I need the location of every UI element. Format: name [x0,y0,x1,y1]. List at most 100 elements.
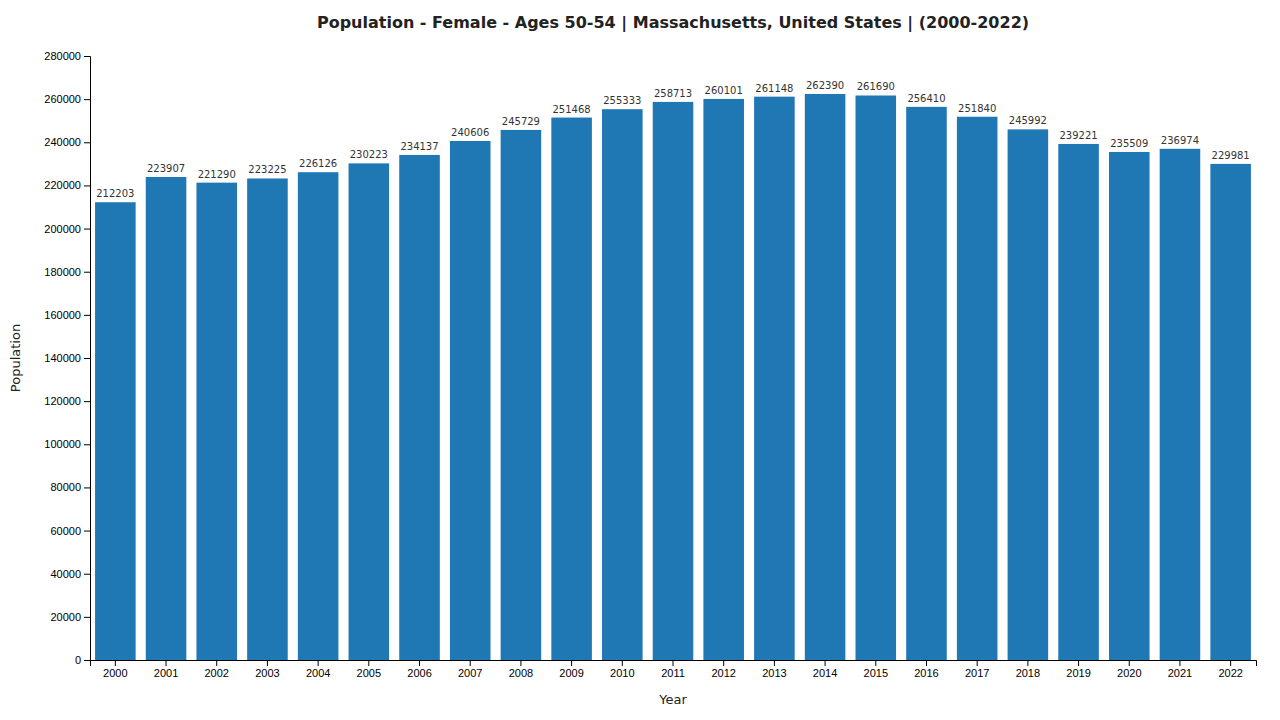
x-tick-label: 2017 [965,667,989,679]
x-tick: 2021 [1168,660,1192,679]
x-tick: 2017 [965,660,989,679]
x-tick: 2011 [661,660,685,679]
bar [146,177,187,660]
y-tick: 20000 [50,611,90,623]
bar [399,155,440,660]
data-label: 226126 [299,158,337,169]
x-tick: 2003 [255,660,279,679]
y-tick-mark [84,358,90,359]
x-tick-label: 2010 [610,667,634,679]
y-tick-mark [84,229,90,230]
x-axis: 2000200120022003200420052006200720082009… [91,660,1257,679]
bar [501,130,542,660]
x-tick-mark [1230,660,1231,666]
x-tick: 2018 [1016,660,1040,679]
y-tick-mark [84,574,90,575]
y-tick-label: 160000 [44,309,81,321]
x-tick-label: 2007 [458,667,482,679]
y-tick-label: 180000 [44,266,81,278]
x-tick: 2004 [306,660,330,679]
x-tick-mark [1179,660,1180,666]
y-axis-title: Population [8,324,23,392]
y-tick: 260000 [44,93,90,105]
y-tick-label: 200000 [44,223,81,235]
bar [1109,152,1150,660]
data-label: 240606 [451,127,489,138]
x-tick: 2015 [864,660,888,679]
y-tick: 180000 [44,266,90,278]
data-label: 258713 [654,88,692,99]
x-tick-mark [166,660,167,666]
plot-area: 2000200120022003200420052006200720082009… [44,50,1256,679]
x-tick: 2002 [204,660,228,679]
bar [1058,144,1099,660]
x-tick: 2014 [813,660,837,679]
x-tick: 2022 [1218,660,1242,679]
x-tick-label: 2016 [914,667,938,679]
x-tick: 2016 [914,660,938,679]
y-tick: 220000 [44,179,90,191]
y-tick-label: 140000 [44,352,81,364]
data-label: 260101 [705,85,743,96]
x-tick-mark [825,660,826,666]
bar [298,172,339,660]
bar [957,117,998,660]
y-tick-label: 100000 [44,438,81,450]
chart-title: Population - Female - Ages 50-54 | Massa… [317,13,1029,33]
bar [906,107,947,660]
x-tick: 2008 [509,660,533,679]
data-label: 234137 [400,141,438,152]
data-label: 245729 [502,116,540,127]
data-label: 251840 [958,103,996,114]
x-tick-label: 2013 [762,667,786,679]
y-tick-mark [84,142,90,143]
bar [247,178,288,660]
y-tick-mark [84,660,90,661]
x-tick-mark [520,660,521,666]
x-tick-label: 2008 [509,667,533,679]
data-label: 256410 [907,93,945,104]
x-axis-line [91,661,1257,667]
x-tick-label: 2021 [1168,667,1192,679]
y-tick-label: 0 [75,654,81,666]
x-tick-label: 2005 [357,667,381,679]
x-tick: 2001 [154,660,178,679]
y-tick-label: 20000 [50,611,81,623]
bar [653,102,694,660]
data-label: 251468 [553,104,591,115]
data-label: 221290 [198,169,236,180]
y-tick-mark [84,487,90,488]
bar [1210,164,1251,660]
x-tick-mark [318,660,319,666]
x-tick: 2006 [407,660,431,679]
y-tick-mark [84,401,90,402]
y-tick-label: 40000 [50,568,81,580]
x-tick: 2012 [711,660,735,679]
bar [602,109,643,660]
x-tick-mark [1027,660,1028,666]
x-tick-label: 2014 [813,667,837,679]
bar [196,183,237,660]
y-tick-mark [84,99,90,100]
x-tick-mark [470,660,471,666]
y-tick: 60000 [50,525,90,537]
x-tick: 2020 [1117,660,1141,679]
y-tick-mark [84,56,90,57]
data-label: 262390 [806,80,844,91]
y-tick: 100000 [44,438,90,450]
x-tick-mark [622,660,623,666]
y-tick: 0 [75,654,90,666]
x-tick-label: 2002 [204,667,228,679]
bars [95,94,1251,660]
x-tick-mark [419,660,420,666]
y-tick-mark [84,617,90,618]
y-tick-mark [84,315,90,316]
x-tick-mark [926,660,927,666]
data-labels: 2122032239072212902232252261262302232341… [96,80,1249,199]
x-tick-mark [267,660,268,666]
x-tick: 2019 [1066,660,1090,679]
x-tick-mark [723,660,724,666]
y-tick-label: 80000 [50,481,81,493]
x-tick-label: 2006 [407,667,431,679]
x-tick: 2007 [458,660,482,679]
